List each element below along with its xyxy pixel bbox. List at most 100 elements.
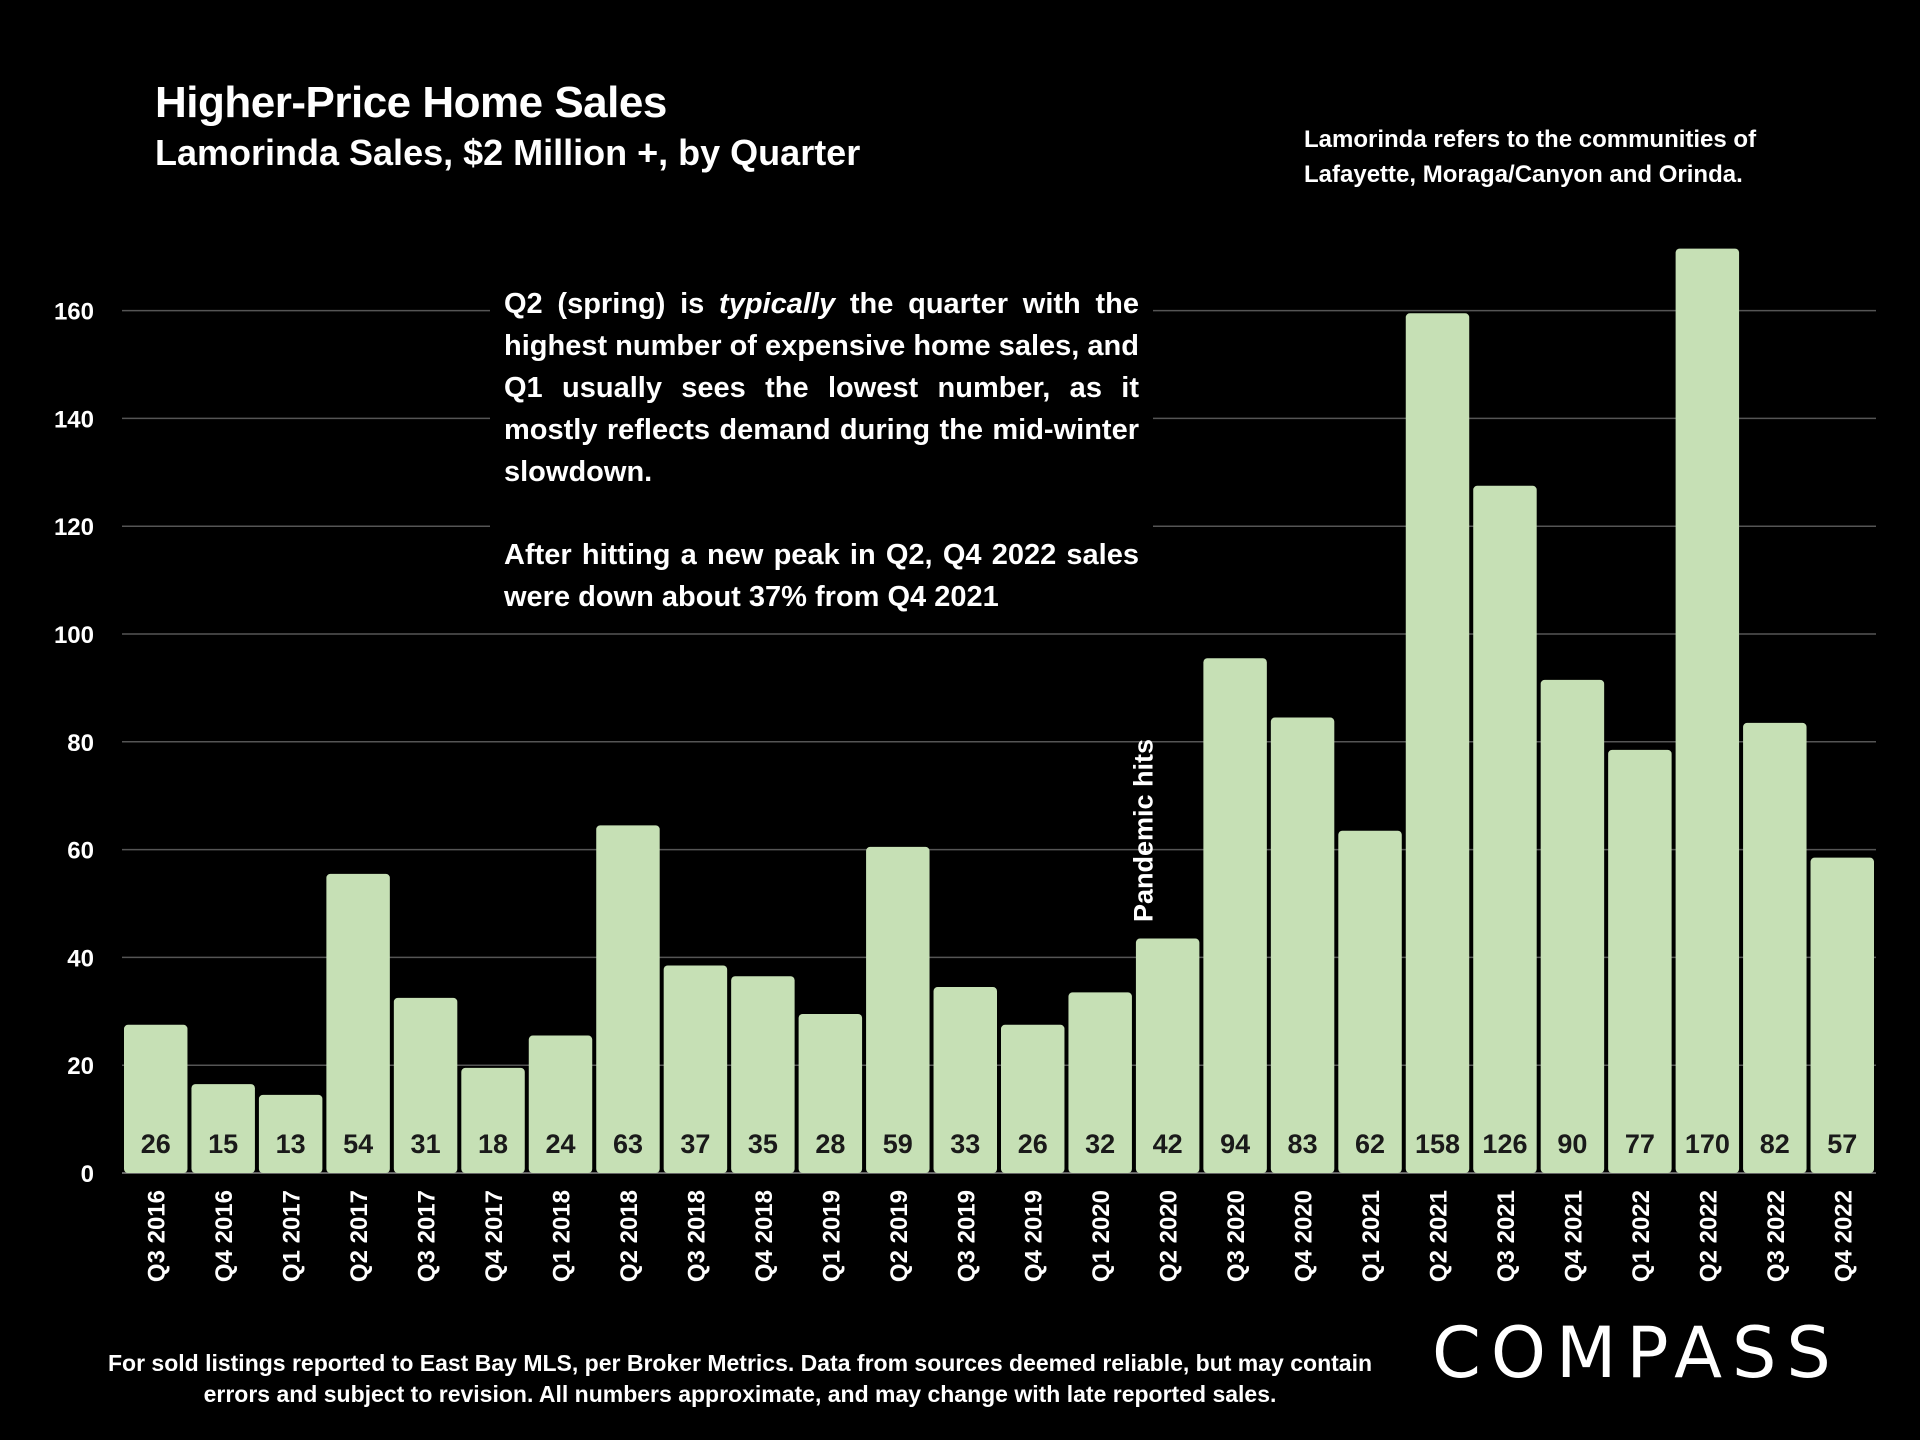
data-label: 32 <box>1085 1129 1115 1159</box>
x-tick-label: Q4 2020 <box>1291 1190 1318 1282</box>
chart-title: Higher-Price Home Sales <box>155 78 667 127</box>
y-tick-label: 40 <box>67 945 94 972</box>
y-tick-label: 100 <box>54 622 94 649</box>
bar-q2-2021 <box>1405 313 1470 1173</box>
data-label: 28 <box>815 1129 845 1159</box>
y-tick-label: 80 <box>67 730 94 757</box>
data-label: 37 <box>680 1129 710 1159</box>
x-tick-label: Q4 2017 <box>481 1190 508 1282</box>
commentary-paragraph-2: After hitting a new peak in Q2, Q4 2022 … <box>504 539 1139 613</box>
x-tick-label: Q3 2021 <box>1493 1190 1520 1282</box>
x-tick-label: Q1 2022 <box>1628 1190 1655 1282</box>
data-label: 15 <box>208 1129 238 1159</box>
x-tick-label: Q1 2020 <box>1088 1190 1115 1282</box>
bar-q2-2019 <box>866 846 930 1173</box>
commentary-box: Q2 (spring) is typically the quarter wit… <box>490 283 1153 618</box>
x-tick-label: Q2 2021 <box>1426 1190 1453 1282</box>
x-tick-label: Q2 2020 <box>1156 1190 1183 1282</box>
data-label: 54 <box>343 1129 373 1159</box>
data-label: 31 <box>411 1129 441 1159</box>
data-label: 42 <box>1153 1129 1183 1159</box>
x-tick-label: Q3 2018 <box>683 1190 710 1282</box>
y-tick-label: 60 <box>67 838 94 865</box>
bar-q3-2021 <box>1473 485 1537 1173</box>
x-tick-label: Q2 2017 <box>346 1190 373 1282</box>
data-label: 59 <box>883 1129 913 1159</box>
y-tick-label: 20 <box>67 1053 94 1080</box>
x-tick-label: Q4 2016 <box>211 1190 238 1282</box>
x-tick-label: Q1 2021 <box>1358 1190 1385 1282</box>
compass-logo: COMPASS <box>1432 1312 1841 1394</box>
bar-q2-2022 <box>1675 248 1740 1174</box>
footnote: For sold listings reported to East Bay M… <box>107 1350 1373 1407</box>
data-label: 26 <box>141 1129 171 1159</box>
x-tick-label: Q2 2018 <box>616 1190 643 1282</box>
x-tick-label: Q1 2017 <box>279 1190 306 1282</box>
data-label: 13 <box>276 1129 306 1159</box>
x-tick-label: Q3 2019 <box>953 1190 980 1282</box>
bar-q3-2018 <box>663 965 728 1173</box>
y-tick-label: 0 <box>81 1161 94 1188</box>
bar-q4-2022 <box>1810 857 1874 1173</box>
y-tick-label: 120 <box>54 514 94 541</box>
pandemic-annotation: Pandemic hits <box>1129 739 1159 922</box>
bar-q4-2020 <box>1270 717 1335 1173</box>
data-label: 82 <box>1760 1129 1790 1159</box>
y-tick-label: 160 <box>54 299 94 326</box>
bar-q1-2022 <box>1608 749 1672 1173</box>
data-label: 158 <box>1415 1129 1460 1159</box>
bar-q1-2019 <box>798 1013 863 1173</box>
x-tick-label: Q3 2016 <box>144 1190 171 1282</box>
bar-q3-2020 <box>1203 658 1267 1173</box>
x-tick-label: Q3 2017 <box>414 1190 441 1282</box>
data-label: 26 <box>1018 1129 1048 1159</box>
data-label: 90 <box>1557 1129 1587 1159</box>
data-label: 83 <box>1288 1129 1318 1159</box>
x-tick-label: Q4 2022 <box>1830 1190 1857 1282</box>
data-label: 33 <box>950 1129 980 1159</box>
bar-q4-2018 <box>731 976 795 1173</box>
bar-q2-2020 <box>1135 938 1200 1173</box>
bar-q4-2019 <box>1001 1024 1065 1173</box>
y-axis-ticks: 0 20 40 60 80 100 120 140 160 <box>54 299 94 1188</box>
data-label: 63 <box>613 1129 643 1159</box>
bar-q1-2017 <box>258 1094 323 1173</box>
bar-q4-2021 <box>1540 679 1605 1173</box>
commentary-paragraph-1: Q2 (spring) is typically the quarter wit… <box>504 288 1139 488</box>
data-label: 18 <box>478 1129 508 1159</box>
bar-q2-2018 <box>596 825 660 1173</box>
data-label: 24 <box>545 1129 575 1159</box>
bar-q3-2019 <box>933 987 997 1173</box>
bar-q3-2016 <box>124 1024 188 1173</box>
x-tick-label: Q4 2021 <box>1560 1190 1587 1282</box>
bars <box>124 248 1874 1174</box>
x-tick-label: Q2 2019 <box>886 1190 913 1282</box>
bar-q2-2017 <box>326 873 390 1173</box>
data-labels: 26 15 13 54 31 18 24 63 37 35 28 59 33 26 32 42 94 83 62 15… <box>141 1129 1858 1159</box>
x-tick-label: Q3 2022 <box>1763 1190 1790 1282</box>
data-label: 126 <box>1482 1129 1527 1159</box>
x-axis-labels: Q3 2016 Q4 2016 Q1 2017 Q2 2017 Q3 2017 Q4 20… <box>144 1190 1858 1282</box>
data-label: 77 <box>1625 1129 1655 1159</box>
bar-q1-2021 <box>1338 830 1402 1173</box>
bar-q4-2016 <box>191 1084 255 1173</box>
bar-q3-2022 <box>1743 722 1807 1173</box>
x-tick-label: Q4 2019 <box>1021 1190 1048 1282</box>
data-label: 62 <box>1355 1129 1385 1159</box>
lamorinda-note: Lamorinda refers to the communities of L… <box>1304 126 1757 188</box>
x-tick-label: Q3 2020 <box>1223 1190 1250 1282</box>
x-tick-label: Q1 2019 <box>818 1190 845 1282</box>
bar-q1-2020 <box>1068 992 1132 1173</box>
y-tick-label: 140 <box>54 406 94 433</box>
bar-q4-2017 <box>461 1067 525 1173</box>
x-tick-label: Q4 2018 <box>751 1190 778 1282</box>
bar-q1-2018 <box>528 1035 593 1173</box>
chart-subtitle: Lamorinda Sales, $2 Million +, by Quarte… <box>155 132 861 173</box>
x-tick-label: Q2 2022 <box>1695 1190 1722 1282</box>
data-label: 57 <box>1827 1129 1857 1159</box>
data-label: 170 <box>1685 1129 1730 1159</box>
data-label: 94 <box>1220 1129 1250 1159</box>
x-tick-label: Q1 2018 <box>549 1190 576 1282</box>
bar-q3-2017 <box>393 997 458 1173</box>
